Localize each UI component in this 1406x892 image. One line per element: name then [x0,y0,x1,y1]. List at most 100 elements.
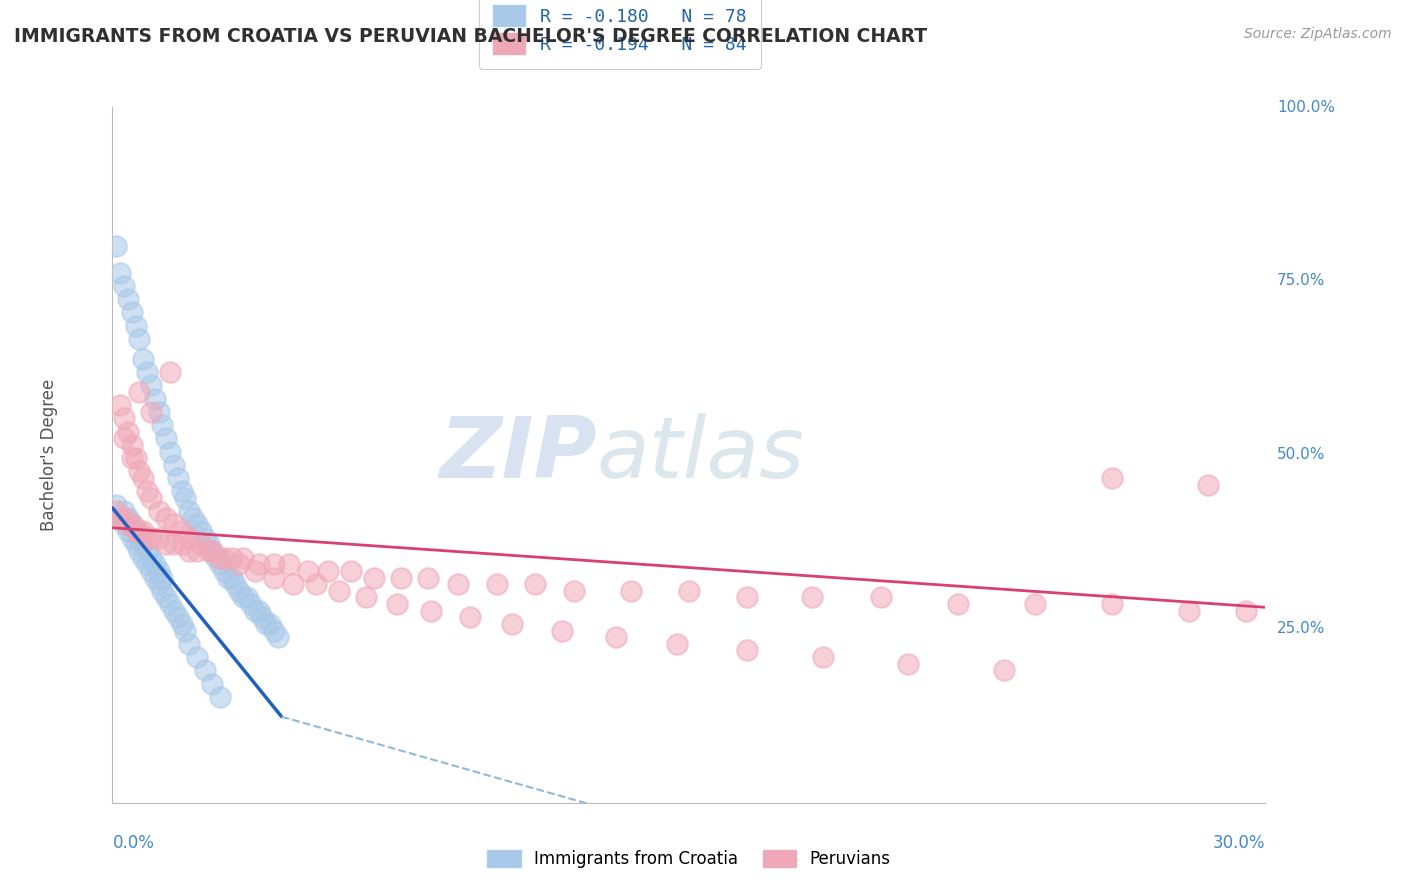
Point [209,690,232,704]
Point [163,537,186,551]
Point [112,431,135,445]
Point [124,524,146,538]
Point [194,663,217,677]
Text: Bachelor's Degree: Bachelor's Degree [39,379,58,531]
Point [278,558,301,572]
Point [105,498,128,512]
Point [316,564,339,578]
Point [186,544,208,558]
Point [148,564,170,578]
Point [228,583,250,598]
Point [485,577,508,591]
Point [159,444,181,458]
Point [112,517,135,532]
Point [108,511,131,525]
Point [159,597,181,611]
Point [420,604,443,618]
Point [121,517,143,532]
Point [121,438,143,452]
Point [666,637,689,651]
Point [870,591,893,605]
Point [735,591,758,605]
Point [678,583,700,598]
Point [132,524,155,538]
Point [136,365,159,379]
Point [1101,597,1123,611]
Point [155,591,177,605]
Point [236,591,259,605]
Point [179,637,201,651]
Point [108,266,131,280]
Point [155,511,177,525]
Point [620,583,643,598]
Text: IMMIGRANTS FROM CROATIA VS PERUVIAN BACHELOR'S DEGREE CORRELATION CHART: IMMIGRANTS FROM CROATIA VS PERUVIAN BACH… [14,27,927,45]
Point [447,577,470,591]
Point [297,564,319,578]
Point [194,531,217,545]
Point [143,392,166,406]
Point [117,511,139,525]
Point [339,564,361,578]
Point [121,451,143,466]
Point [252,610,274,624]
Point [212,564,235,578]
Point [170,537,193,551]
Point [179,531,201,545]
Point [209,550,232,565]
Point [139,531,162,545]
Point [128,465,150,479]
Point [112,411,135,425]
Point [209,558,232,572]
Text: 75.0%: 75.0% [1277,274,1326,288]
Point [263,570,285,584]
Point [224,577,246,591]
Point [148,531,170,545]
Point [551,624,574,638]
Point [562,583,585,598]
Point [221,550,243,565]
Text: 0.0%: 0.0% [112,834,155,852]
Point [128,384,150,399]
Point [117,425,139,439]
Point [1177,604,1199,618]
Point [128,332,150,346]
Point [243,604,266,618]
Point [124,524,146,538]
Point [201,544,224,558]
Point [263,624,285,638]
Point [112,511,135,525]
Point [108,398,131,412]
Point [416,570,439,584]
Point [281,577,304,591]
Point [243,564,266,578]
Point [136,544,159,558]
Point [148,405,170,419]
Point [152,570,174,584]
Point [524,577,547,591]
Point [993,663,1015,677]
Point [170,524,193,538]
Point [605,630,627,644]
Point [112,504,135,518]
Point [139,550,162,565]
Point [813,650,835,665]
Point [389,570,412,584]
Point [124,318,146,333]
Point [139,405,162,419]
Point [190,524,212,538]
Point [201,544,224,558]
Point [148,504,170,518]
Text: 50.0%: 50.0% [1277,448,1326,462]
Point [181,511,204,525]
Point [179,544,201,558]
Point [163,604,186,618]
Point [247,558,270,572]
Point [143,558,166,572]
Point [735,643,758,657]
Point [124,451,146,466]
Point [152,583,174,598]
Point [221,570,243,584]
Point [328,583,350,598]
Point [1197,477,1219,491]
Point [128,544,150,558]
